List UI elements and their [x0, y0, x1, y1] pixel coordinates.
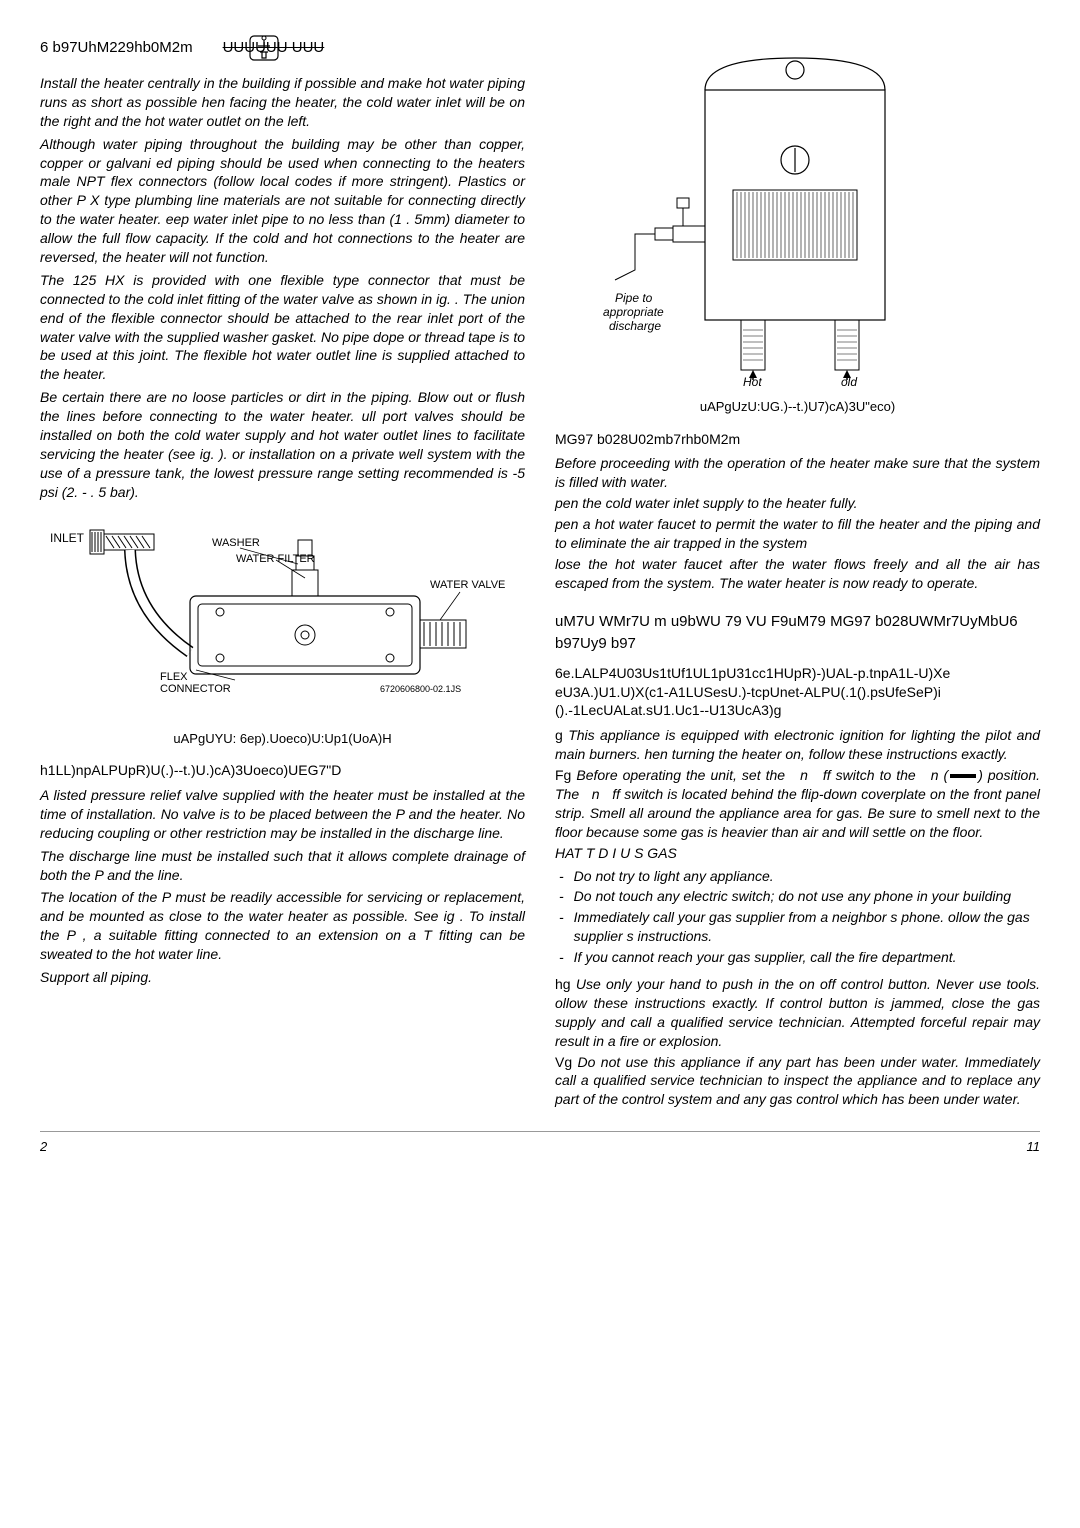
svg-text:Pipe to: Pipe to — [615, 291, 653, 305]
page-left: 2 — [40, 1138, 47, 1156]
figure-2-diagram: INLET — [40, 512, 525, 748]
list-item: If you cannot reach your gas supplier, c… — [555, 948, 1040, 967]
fig3-caption: uAPgUzU:UG.)--t.)U7)cA)3U"eco) — [555, 398, 1040, 416]
pg-line: g This appliance is equipped with electr… — [555, 726, 1040, 764]
left-p8: Support all piping. — [40, 968, 525, 987]
hg-line: hg Use only your hand to push in the on … — [555, 975, 1040, 1051]
list-item: Do not try to light any appliance. — [555, 867, 1040, 886]
svg-text:6720606801-13.1AL: 6720606801-13.1AL — [825, 389, 898, 390]
fg-line: Fg Before operating the unit, set the n … — [555, 766, 1040, 842]
label-inlet: INLET — [50, 531, 85, 545]
r-p2: pen the cold water inlet supply to the h… — [555, 494, 1040, 513]
page-right: 11 — [1027, 1138, 1041, 1156]
svg-text:old: old — [841, 375, 857, 389]
left-title-row: 6 b97UhM229hb0M2m UUUUUU UUU — [40, 30, 525, 66]
r-p3: pen a hot water faucet to permit the wat… — [555, 515, 1040, 553]
vg-label: Vg — [555, 1054, 572, 1070]
svg-text:FLEX: FLEX — [160, 671, 188, 683]
left-column: 6 b97UhM229hb0M2m UUUUUU UUU Install the… — [40, 30, 525, 1111]
list-item: Immediately call your gas supplier from … — [555, 908, 1040, 946]
hg-text: Use only your hand to push in the on off… — [555, 976, 1040, 1049]
prv-subhead: h1LL)npALPUpR)U(.)--t.)U.)cA)3Uoeco)UEG7… — [40, 761, 525, 780]
list-item: Do not touch any electric switch; do not… — [555, 887, 1040, 906]
vg-text: Do not use this appliance if any part ha… — [555, 1054, 1040, 1108]
left-p2: Although water piping throughout the bui… — [40, 135, 525, 267]
vg-line: Vg Do not use this appliance if any part… — [555, 1053, 1040, 1110]
left-p6: The discharge line must be installed suc… — [40, 847, 525, 885]
svg-text:appropriate: appropriate — [603, 305, 664, 319]
confirm-subhead: MG97 b028U02mb7rhb0M2m — [555, 430, 1040, 449]
what-line: HAT T D I U S GAS — [555, 844, 1040, 863]
svg-text:WATER FILTER: WATER FILTER — [236, 553, 315, 565]
left-p5: A listed pressure relief valve supplied … — [40, 786, 525, 843]
left-p1: Install the heater centrally in the buil… — [40, 74, 525, 131]
r-p4: lose the hot water faucet after the wate… — [555, 555, 1040, 593]
fg-label: Fg — [555, 767, 571, 783]
svg-text:CONNECTOR: CONNECTOR — [160, 683, 231, 695]
pg-label: g — [555, 727, 563, 743]
svg-text:6720606800-02.1JS: 6720606800-02.1JS — [380, 684, 461, 694]
svg-text:WATER VALVE: WATER VALVE — [430, 579, 505, 591]
left-p4: Be certain there are no loose particles … — [40, 388, 525, 501]
big-head: uM7U WMr7U m u9bWU 79 VU F9uM79 MG97 b02… — [555, 611, 1040, 656]
svg-text:WASHER: WASHER — [212, 537, 260, 549]
fig2-caption: uAPgUYU: 6ep).Uoeco)U:Up1(UoA)H — [40, 730, 525, 748]
page-numbers: 2 11 — [40, 1132, 1040, 1156]
gas-list: Do not try to light any appliance. Do no… — [555, 867, 1040, 967]
pg-text: This appliance is equipped with electron… — [555, 727, 1040, 762]
hg-label: hg — [555, 976, 571, 992]
svg-text:discharge: discharge — [609, 319, 661, 333]
left-p7: The location of the P must be readily ac… — [40, 888, 525, 964]
fg-text: Before operating the unit, set the n ff … — [555, 767, 1040, 840]
left-p3: The 125 HX is provided with one flexible… — [40, 271, 525, 384]
r-p1: Before proceeding with the operation of … — [555, 454, 1040, 492]
figure-3-diagram: Pipe to appropriate discharge Hot old 67… — [555, 40, 1040, 416]
faucet-icon — [244, 30, 284, 66]
left-title: 6 b97UhM229hb0M2m — [40, 38, 193, 58]
svg-text:Hot: Hot — [743, 375, 762, 389]
warning-block: 6e.LALP4U03Us1tUf1UL1pU31cc1HUpR)-)UAL-p… — [555, 664, 1040, 721]
right-column: Pipe to appropriate discharge Hot old 67… — [555, 30, 1040, 1111]
